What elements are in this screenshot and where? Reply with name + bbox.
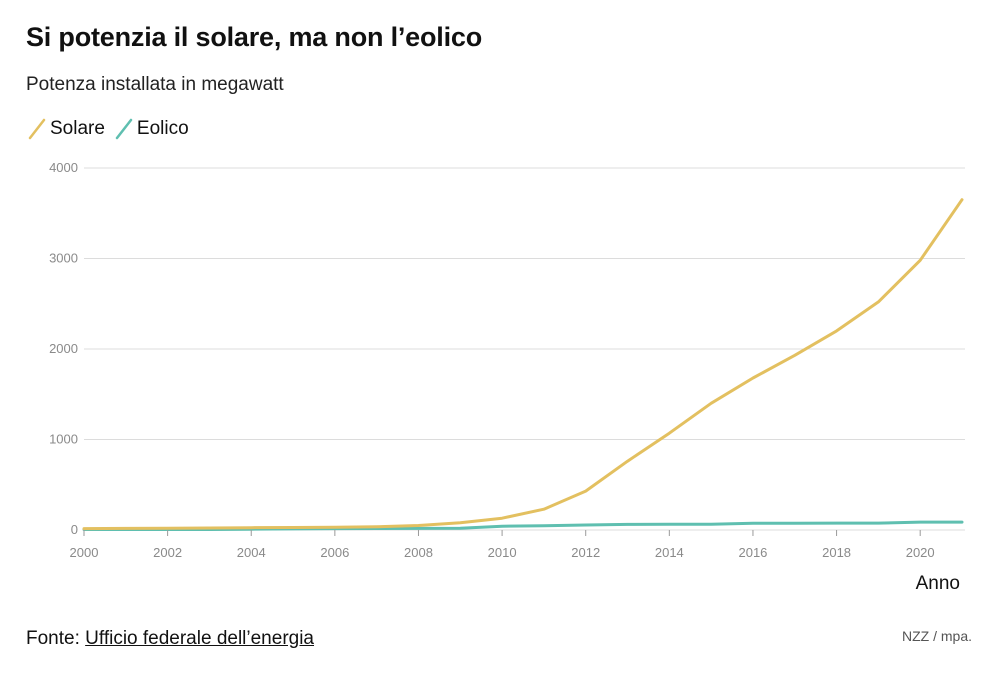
y-tick-label: 0	[71, 522, 78, 537]
chart-subtitle: Potenza installata in megawatt	[26, 74, 284, 95]
x-tick-label: 2000	[70, 545, 99, 560]
y-tick-label: 2000	[49, 341, 78, 356]
series-line-solare	[82, 198, 964, 531]
x-tick-label: 2012	[571, 545, 600, 560]
x-tick-label: 2002	[153, 545, 182, 560]
y-axis-ticks: 0 1000 2000 3000 4000	[49, 160, 78, 537]
x-tick-label: 2006	[320, 545, 349, 560]
legend-item-wind: Eolico	[115, 118, 189, 140]
x-tick-label: 2004	[237, 545, 266, 560]
credit: NZZ / mpa.	[901, 628, 972, 644]
legend-swatch-wind	[115, 118, 133, 140]
x-tick-label: 2014	[655, 545, 684, 560]
legend-label-solar: Solare	[50, 118, 105, 139]
legend-item-solar: Solare	[28, 118, 105, 140]
source-prefix: Fonte:	[26, 628, 80, 649]
x-tick-label: 2020	[906, 545, 935, 560]
x-tick-label: 2010	[488, 545, 517, 560]
legend-swatch-solar	[28, 118, 46, 140]
series-layer	[82, 198, 964, 531]
x-axis-ticks: 2000 2002 2004 2006 2008 2010 2012 2014 2016 2018…	[70, 530, 935, 560]
source-link[interactable]: Ufficio federale dell’energia	[85, 628, 315, 649]
y-tick-label: 1000	[49, 432, 78, 447]
x-tick-label: 2016	[738, 545, 767, 560]
source-line: Fonte: Ufficio federale dell’energia	[26, 628, 314, 650]
y-tick-label: 3000	[49, 251, 78, 266]
legend-label-wind: Eolico	[136, 118, 189, 139]
chart-title: Si potenzia il solare, ma non l’eolico	[26, 22, 483, 52]
x-tick-label: 2018	[822, 545, 851, 560]
grid-layer	[84, 167, 965, 531]
x-tick-label: 2008	[404, 545, 433, 560]
x-axis-label: Anno	[916, 573, 960, 594]
y-tick-label: 4000	[49, 160, 78, 175]
legend: Solare Eolico	[28, 118, 199, 140]
